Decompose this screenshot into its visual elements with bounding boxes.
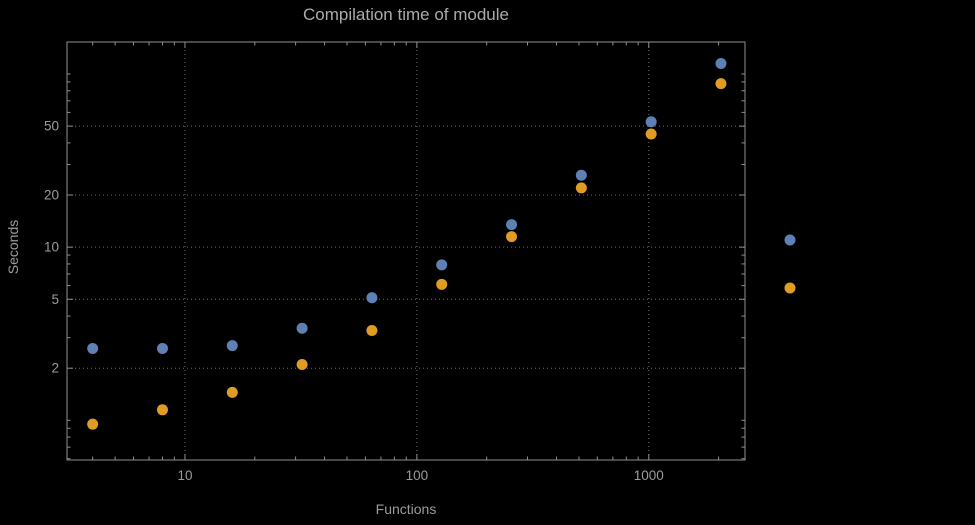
data-point-series-1-blue-x256 (506, 219, 518, 231)
y-tick-label-20: 20 (44, 188, 59, 203)
data-point-series-1-blue-x128 (436, 259, 448, 271)
data-point-series-2-orange-x64 (366, 325, 378, 337)
data-point-series-2-orange-x256 (506, 231, 518, 243)
data-point-series-1-blue-x512 (575, 169, 587, 181)
chart-title: Compilation time of module (303, 5, 509, 24)
data-point-series-1-blue-x4 (87, 342, 99, 354)
data-point-series-2-orange-x128 (436, 278, 448, 290)
data-point-series-2-orange-x512 (575, 182, 587, 194)
legend-marker-series-1-blue (784, 234, 796, 246)
data-point-series-2-orange-x4 (87, 418, 99, 430)
x-tick-label-10: 10 (177, 468, 192, 483)
x-axis-label: Functions (375, 501, 437, 517)
data-point-series-2-orange-x8 (156, 404, 168, 416)
y-tick-label-10: 10 (44, 240, 59, 255)
data-point-series-1-blue-x2048 (715, 57, 727, 69)
data-point-series-2-orange-x16 (226, 386, 238, 398)
y-tick-label-50: 50 (44, 119, 59, 134)
data-point-series-1-blue-x32 (296, 322, 308, 334)
legend-marker-series-2-orange (784, 282, 796, 294)
plot-frame (66, 41, 746, 461)
data-point-series-1-blue-x1024 (645, 116, 657, 128)
y-tick-label-2: 2 (51, 361, 59, 376)
x-tick-label-100: 100 (406, 468, 429, 483)
data-point-series-1-blue-x64 (366, 292, 378, 304)
x-tick-label-1000: 1000 (634, 468, 664, 483)
data-point-series-2-orange-x2048 (715, 78, 727, 90)
data-point-series-2-orange-x32 (296, 359, 308, 371)
data-point-series-1-blue-x16 (226, 340, 238, 352)
y-tick-label-5: 5 (51, 292, 59, 307)
data-point-series-2-orange-x1024 (645, 128, 657, 140)
data-point-series-1-blue-x8 (156, 342, 168, 354)
